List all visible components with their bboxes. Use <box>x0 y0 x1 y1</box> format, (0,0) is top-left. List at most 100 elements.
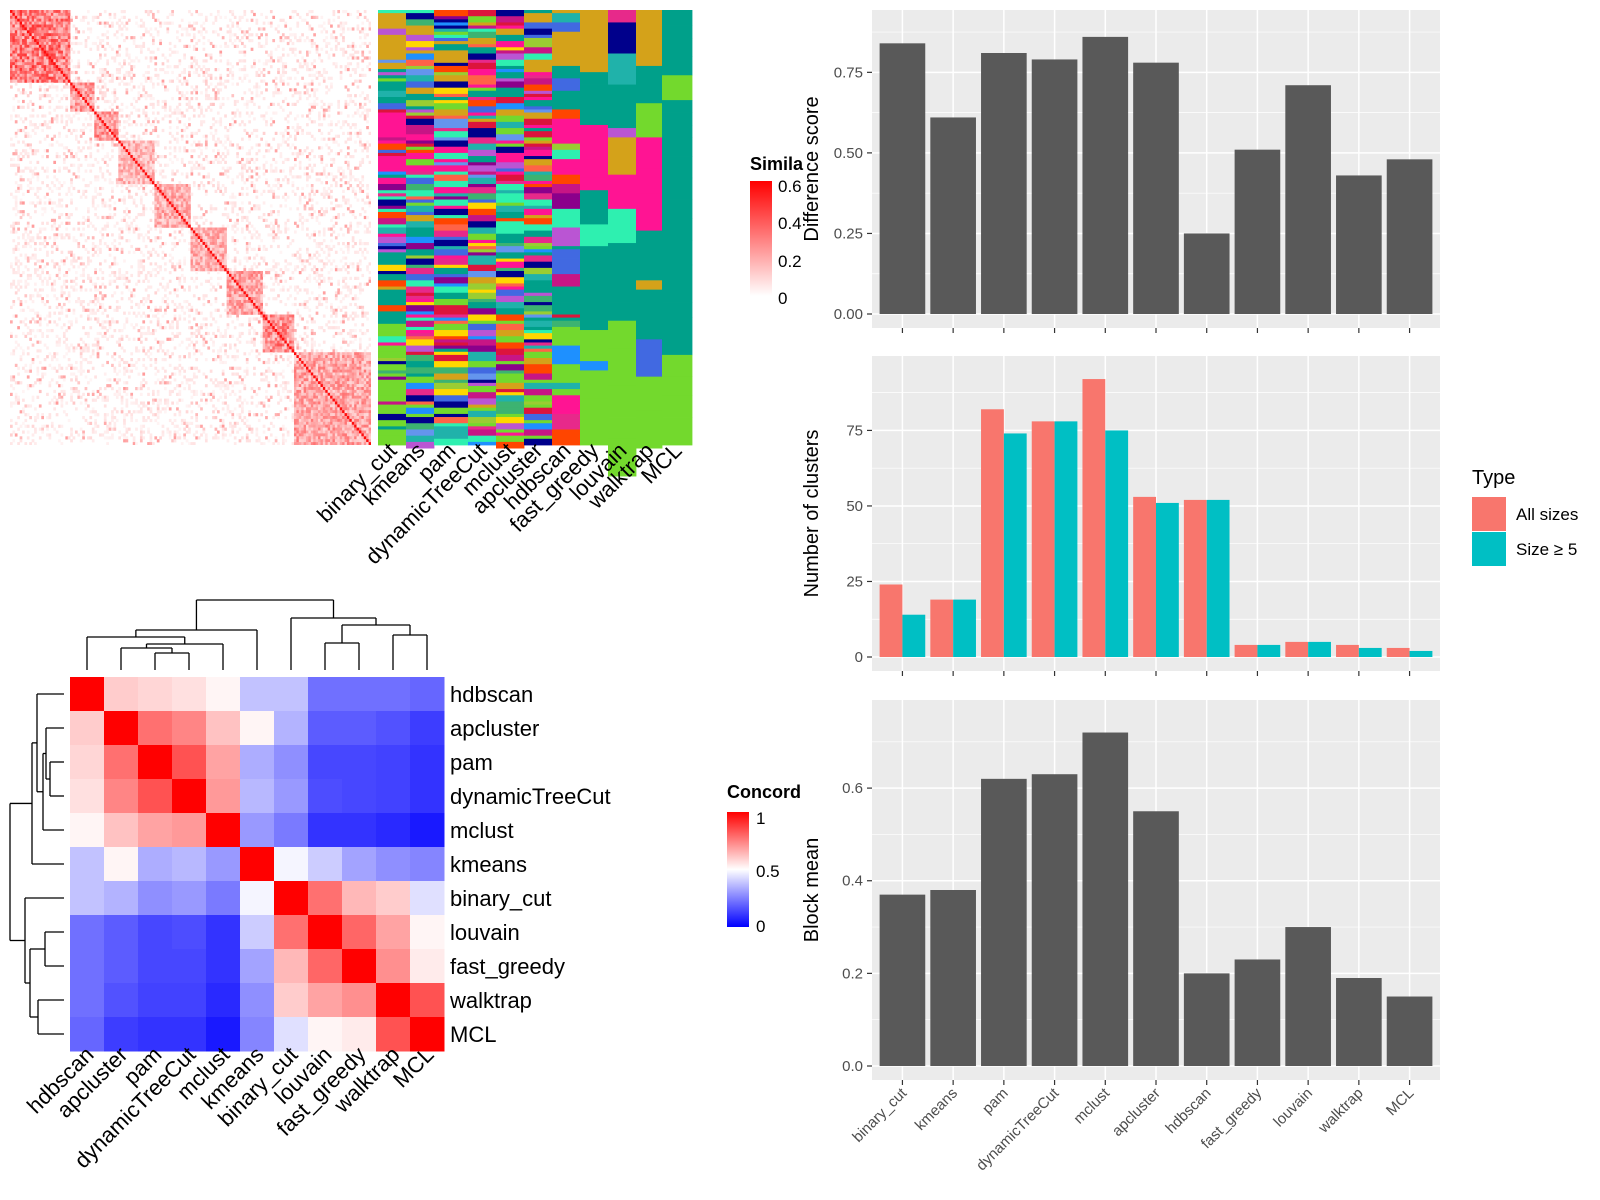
similarity-cell <box>161 184 165 188</box>
similarity-cell <box>306 276 309 280</box>
similarity-cell <box>123 181 126 185</box>
similarity-cell <box>281 68 285 72</box>
similarity-cell <box>43 195 47 199</box>
similarity-cell <box>250 157 254 162</box>
similarity-cell <box>50 65 54 69</box>
similarity-cell <box>125 285 129 289</box>
similarity-cell <box>17 288 20 292</box>
similarity-cell <box>12 207 16 211</box>
similarity-cell <box>135 247 138 251</box>
similarity-cell <box>315 50 319 54</box>
similarity-cell <box>183 146 186 150</box>
similarity-cell <box>77 99 81 104</box>
similarity-cell <box>183 94 186 98</box>
similarity-cell <box>207 97 211 101</box>
similarity-cell <box>87 215 90 220</box>
similarity-cell <box>46 155 49 159</box>
similarity-cell <box>293 192 297 196</box>
similarity-cell <box>58 155 61 159</box>
similarity-cell <box>212 250 215 254</box>
similarity-cell <box>22 271 25 275</box>
similarity-cell <box>43 79 47 83</box>
similarity-cell <box>260 285 263 289</box>
similarity-cell <box>221 36 225 40</box>
similarity-cell <box>72 163 76 167</box>
similarity-cell <box>147 155 150 159</box>
similarity-cell <box>330 189 333 193</box>
similarity-cell <box>111 114 114 118</box>
similarity-cell <box>53 33 57 37</box>
similarity-cell <box>106 134 109 138</box>
similarity-cell <box>272 94 276 98</box>
similarity-cell <box>94 126 97 130</box>
similarity-cell <box>229 123 232 127</box>
similarity-cell <box>26 131 30 135</box>
similarity-cell <box>200 239 203 243</box>
similarity-cell <box>101 39 105 43</box>
similarity-cell <box>29 256 32 260</box>
similarity-cell <box>26 41 30 46</box>
similarity-cell <box>34 56 37 60</box>
similarity-cell <box>320 123 324 127</box>
similarity-cell <box>106 233 109 237</box>
similarity-cell <box>151 146 155 150</box>
similarity-cell <box>53 169 57 173</box>
similarity-cell <box>349 210 353 214</box>
similarity-cell <box>231 65 235 69</box>
similarity-cell <box>250 282 254 286</box>
similarity-cell <box>236 285 239 289</box>
similarity-cell <box>166 189 170 193</box>
similarity-cell <box>313 94 316 98</box>
similarity-cell <box>130 102 134 106</box>
similarity-cell <box>176 210 179 214</box>
similarity-cell <box>127 184 131 188</box>
similarity-cell <box>192 56 196 60</box>
similarity-cell <box>298 163 302 167</box>
similarity-cell <box>262 189 266 193</box>
similarity-cell <box>178 198 182 202</box>
similarity-cell <box>262 282 266 286</box>
similarity-cell <box>151 210 155 214</box>
similarity-cell <box>113 259 117 263</box>
similarity-cell <box>17 210 20 214</box>
similarity-cell <box>296 131 300 135</box>
similarity-cell <box>298 271 302 275</box>
similarity-cell <box>14 114 18 118</box>
similarity-cell <box>50 10 54 14</box>
similarity-cell <box>361 73 365 77</box>
similarity-cell <box>12 76 16 80</box>
similarity-cell <box>318 282 321 286</box>
similarity-cell <box>226 134 230 138</box>
similarity-cell <box>142 169 146 173</box>
similarity-cell <box>195 88 199 92</box>
similarity-cell <box>195 91 199 95</box>
similarity-cell <box>79 134 83 138</box>
similarity-cell <box>322 186 326 191</box>
similarity-cell <box>94 99 97 104</box>
similarity-cell <box>41 207 44 211</box>
similarity-cell <box>284 24 288 28</box>
similarity-cell <box>214 250 218 254</box>
similarity-cell <box>24 36 28 40</box>
similarity-cell <box>267 213 271 217</box>
similarity-cell <box>281 79 285 83</box>
similarity-cell <box>192 149 196 153</box>
similarity-cell <box>91 242 95 246</box>
similarity-cell <box>101 134 105 138</box>
similarity-cell <box>156 253 160 257</box>
similarity-cell <box>200 30 203 34</box>
similarity-cell <box>308 117 312 121</box>
similarity-cell <box>207 271 211 275</box>
similarity-cell <box>151 82 155 86</box>
similarity-cell <box>70 99 73 104</box>
similarity-cell <box>346 227 350 231</box>
similarity-cell <box>127 230 131 234</box>
similarity-cell <box>135 184 138 188</box>
similarity-cell <box>310 184 314 188</box>
similarity-cell <box>147 230 150 234</box>
similarity-cell <box>291 10 295 14</box>
similarity-cell <box>358 213 362 217</box>
similarity-cell <box>245 247 249 251</box>
similarity-cell <box>180 198 184 202</box>
similarity-cell <box>151 181 155 185</box>
